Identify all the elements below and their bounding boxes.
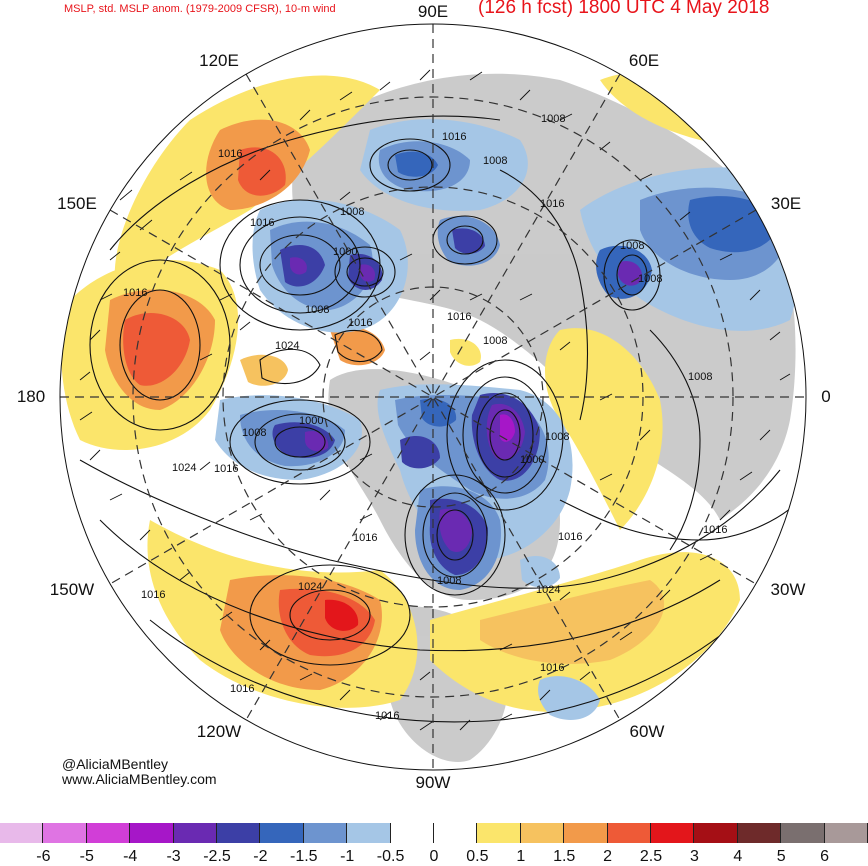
colorbar-swatch bbox=[130, 823, 174, 843]
colorbar-tick-label: 2 bbox=[603, 848, 613, 865]
colorbar-tick-label: 0.5 bbox=[466, 848, 489, 865]
colorbar-tick-label: -3 bbox=[166, 848, 181, 865]
isobar-label: 1016 bbox=[230, 683, 254, 695]
colorbar-tick-label: 3 bbox=[689, 848, 699, 865]
colorbar-swatch bbox=[564, 823, 608, 843]
colorbar-tick-label: -6 bbox=[36, 848, 51, 865]
colorbar-swatch bbox=[520, 823, 565, 843]
isobar-label: 1016 bbox=[540, 198, 564, 210]
colorbar-swatch bbox=[347, 823, 391, 843]
colorbar-swatch bbox=[0, 823, 44, 843]
isobar-label: 1000 bbox=[299, 415, 323, 427]
isobar-label: 1000 bbox=[520, 454, 544, 466]
lon-label-30e: 30E bbox=[770, 194, 802, 213]
colorbar-tick-label: 6 bbox=[820, 848, 830, 865]
colorbar-swatch bbox=[694, 823, 738, 843]
colorbar-tick-label: 2.5 bbox=[639, 848, 663, 865]
isobar-label: 1008 bbox=[541, 113, 565, 125]
colorbar-tick-label: 5 bbox=[776, 848, 786, 865]
colorbar-swatch bbox=[390, 823, 434, 843]
lon-label-120e: 120E bbox=[199, 51, 239, 70]
isobar-layer bbox=[79, 115, 801, 723]
colorbar-swatch bbox=[260, 823, 304, 843]
colorbar-swatch bbox=[737, 823, 782, 843]
colorbar-swatch bbox=[651, 823, 695, 843]
colorbar-tick-label: -0.5 bbox=[376, 848, 405, 865]
colorbar bbox=[0, 823, 868, 843]
isobar-label: 1008 bbox=[688, 371, 712, 383]
isobar-label: 1024 bbox=[275, 340, 299, 352]
colorbar-swatch bbox=[477, 823, 521, 843]
colorbar-swatch bbox=[173, 823, 217, 843]
colorbar-tick-label: -2 bbox=[253, 848, 268, 865]
colorbar-swatch bbox=[43, 823, 87, 843]
isobar-label: 1008 bbox=[483, 335, 507, 347]
lon-label-60w: 60W bbox=[629, 722, 665, 741]
colorbar-tick-label: -2.5 bbox=[203, 848, 231, 865]
isobar-label: 1016 bbox=[442, 131, 466, 143]
colorbar-swatch bbox=[824, 823, 868, 843]
lon-label-90e: 90E bbox=[417, 2, 449, 21]
isobar-label: 1024 bbox=[172, 462, 196, 474]
isobar-label: 1016 bbox=[348, 317, 372, 329]
isobar-label: 1016 bbox=[218, 148, 242, 160]
wind-barb-layer bbox=[79, 69, 791, 731]
forecast-time-title: (126 h fcst) 1800 UTC 4 May 2018 bbox=[478, 0, 770, 18]
lon-label-30w: 30W bbox=[770, 580, 806, 599]
isobar-label: 1008 bbox=[242, 427, 266, 439]
colorbar-tick-label: 4 bbox=[733, 848, 743, 865]
isobar-label: 1016 bbox=[703, 524, 727, 536]
isobar-labels: 1016 1016 1008 1000 1008 1016 1024 1016 … bbox=[123, 113, 727, 722]
colorbar-swatch bbox=[434, 823, 478, 843]
isobar-label: 1024 bbox=[298, 581, 322, 593]
map-boundary bbox=[59, 23, 807, 771]
isobar-label: 1016 bbox=[214, 463, 238, 475]
colorbar-tick-label: -4 bbox=[123, 848, 138, 865]
map-subtitle: MSLP, std. MSLP anom. (1979-2009 CFSR), … bbox=[64, 3, 336, 15]
colorbar-tick-label: 0 bbox=[429, 848, 439, 865]
colorbar-tick-label: -1 bbox=[340, 848, 355, 865]
isobar-label: 1016 bbox=[141, 589, 165, 601]
lon-label-60e: 60E bbox=[628, 51, 660, 70]
isobar-label: 1008 bbox=[545, 431, 569, 443]
isobar-label: 1008 bbox=[437, 575, 461, 587]
colorbar-swatch bbox=[86, 823, 131, 843]
isobar-label: 1016 bbox=[558, 531, 582, 543]
colorbar-tick-label: -1.5 bbox=[290, 848, 318, 865]
isobar-label: 1016 bbox=[123, 287, 147, 299]
lon-label-120w: 120W bbox=[196, 722, 242, 741]
colorbar-tick-label: -5 bbox=[79, 848, 94, 865]
isobar-label: 1016 bbox=[540, 662, 564, 674]
colorbar-swatch bbox=[607, 823, 651, 843]
isobar-label: 1016 bbox=[447, 311, 471, 323]
lon-label-90w: 90W bbox=[415, 773, 451, 792]
isobar-label: 1024 bbox=[536, 584, 560, 596]
colorbar-swatch bbox=[217, 823, 261, 843]
colorbar-swatch bbox=[303, 823, 348, 843]
isobar-label: 1016 bbox=[375, 710, 399, 722]
credit-website[interactable]: www.AliciaMBentley.com bbox=[62, 771, 217, 787]
isobar-label: 1000 bbox=[333, 246, 357, 258]
isobar-label: 1008 bbox=[483, 155, 507, 167]
lon-label-180: 180 bbox=[16, 387, 46, 406]
isobar-label: 1008 bbox=[340, 206, 364, 218]
colorbar-tick-label: 1 bbox=[516, 848, 526, 865]
colorbar-tick-label: 1.5 bbox=[553, 848, 576, 865]
isobar-label: 1008 bbox=[305, 304, 329, 316]
isobar-label: 1008 bbox=[620, 240, 644, 252]
lon-label-150w: 150W bbox=[49, 580, 95, 599]
graticule bbox=[60, 24, 806, 770]
lon-label-0: 0 bbox=[821, 387, 831, 406]
isobar-label: 1008 bbox=[638, 273, 662, 285]
credit-handle: @AliciaMBentley bbox=[62, 756, 169, 772]
lon-label-150e: 150E bbox=[57, 194, 97, 213]
colorbar-swatch bbox=[781, 823, 825, 843]
isobar-label: 1016 bbox=[353, 532, 377, 544]
isobar-label: 1016 bbox=[250, 217, 274, 229]
